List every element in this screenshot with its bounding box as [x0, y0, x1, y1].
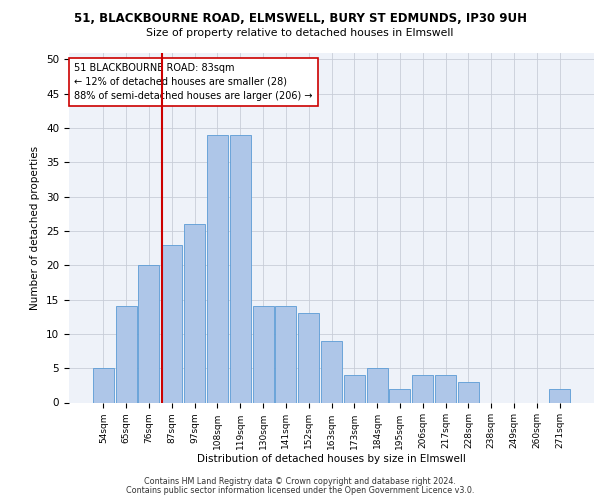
Bar	[184, 224, 205, 402]
Bar	[435, 375, 456, 402]
Bar	[458, 382, 479, 402]
Text: 51 BLACKBOURNE ROAD: 83sqm
← 12% of detached houses are smaller (28)
88% of semi: 51 BLACKBOURNE ROAD: 83sqm ← 12% of deta…	[74, 63, 313, 101]
Bar	[367, 368, 388, 402]
Bar	[161, 244, 182, 402]
Text: Contains HM Land Registry data © Crown copyright and database right 2024.: Contains HM Land Registry data © Crown c…	[144, 477, 456, 486]
Bar	[549, 389, 570, 402]
Bar	[389, 389, 410, 402]
Bar	[412, 375, 433, 402]
Y-axis label: Number of detached properties: Number of detached properties	[31, 146, 40, 310]
Bar	[139, 265, 160, 402]
Bar	[298, 314, 319, 402]
Bar	[344, 375, 365, 402]
X-axis label: Distribution of detached houses by size in Elmswell: Distribution of detached houses by size …	[197, 454, 466, 464]
Text: Size of property relative to detached houses in Elmswell: Size of property relative to detached ho…	[146, 28, 454, 38]
Bar	[93, 368, 114, 402]
Bar	[253, 306, 274, 402]
Bar	[116, 306, 137, 402]
Text: Contains public sector information licensed under the Open Government Licence v3: Contains public sector information licen…	[126, 486, 474, 495]
Bar	[275, 306, 296, 402]
Text: 51, BLACKBOURNE ROAD, ELMSWELL, BURY ST EDMUNDS, IP30 9UH: 51, BLACKBOURNE ROAD, ELMSWELL, BURY ST …	[74, 12, 527, 26]
Bar	[230, 135, 251, 402]
Bar	[207, 135, 228, 402]
Bar	[321, 340, 342, 402]
